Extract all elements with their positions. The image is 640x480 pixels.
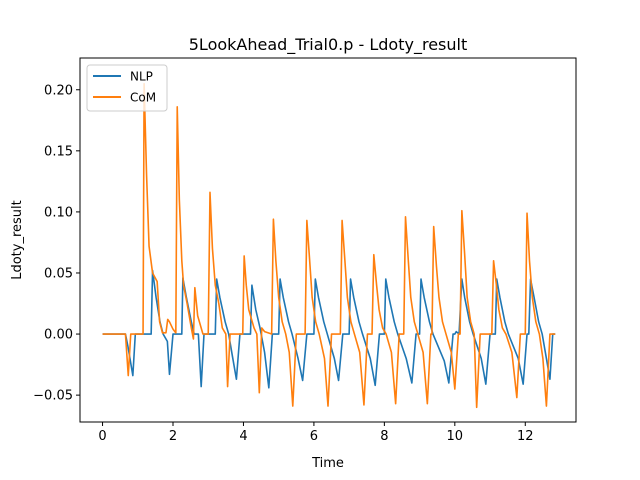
x-tick-label: 10 [447, 429, 464, 444]
plot-area [80, 58, 576, 422]
series-line-com [102, 82, 556, 409]
series-layer [102, 82, 556, 409]
y-tick-label: 0.15 [44, 144, 73, 159]
chart-title: 5LookAhead_Trial0.p - Ldoty_result [189, 35, 467, 55]
y-tick-label: 0.20 [44, 83, 73, 98]
y-tick-label: −0.05 [33, 389, 73, 404]
y-tick-label: 0.00 [44, 328, 73, 343]
x-axis-label: Time [311, 456, 344, 471]
legend-label-com: CoM [130, 91, 156, 105]
x-tick-label: 4 [239, 429, 247, 444]
plot-frame [79, 57, 577, 423]
x-tick-label: 8 [380, 429, 388, 444]
x-tick-label: 0 [98, 429, 106, 444]
x-tick-label: 12 [517, 429, 534, 444]
y-axis-ticks: −0.05 0.00 0.05 0.10 0.15 0.20 [33, 83, 80, 404]
y-tick-label: 0.10 [44, 205, 73, 220]
x-tick-label: 6 [310, 429, 318, 444]
y-tick-label: 0.05 [44, 266, 73, 281]
x-axis-ticks: 0 2 4 6 8 10 12 [98, 422, 534, 444]
y-axis-label: Ldoty_result [10, 200, 25, 280]
legend-label-nlp: NLP [130, 70, 153, 84]
legend: NLP CoM [86, 64, 168, 112]
x-tick-label: 2 [169, 429, 177, 444]
